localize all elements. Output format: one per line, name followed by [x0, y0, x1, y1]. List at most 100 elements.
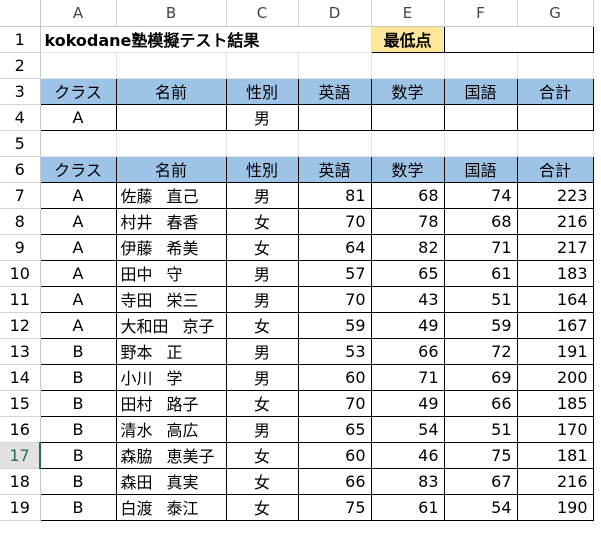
column-header-d[interactable]: D: [298, 0, 372, 27]
gender-cell[interactable]: 男: [225, 285, 299, 313]
name-cell[interactable]: 寺田 栄三: [115, 285, 227, 313]
row-header-13[interactable]: 13: [0, 338, 41, 365]
criteria-gender-cell[interactable]: 男: [225, 103, 299, 131]
name-cell[interactable]: 田中守: [115, 259, 227, 287]
criteria-header-name[interactable]: 名前: [115, 77, 227, 105]
select-all-corner[interactable]: [0, 0, 41, 27]
criteria-header-gender[interactable]: 性別: [225, 77, 299, 105]
column-header-g[interactable]: G: [517, 0, 594, 27]
criteria-header-total[interactable]: 合計: [516, 77, 594, 105]
criteria-total-cell[interactable]: [516, 103, 594, 131]
cell[interactable]: [298, 130, 372, 157]
japanese-cell[interactable]: 61: [443, 259, 518, 287]
math-cell[interactable]: 68: [370, 181, 445, 209]
japanese-cell[interactable]: 51: [443, 285, 518, 313]
math-cell[interactable]: 78: [370, 207, 445, 235]
total-cell[interactable]: 216: [516, 207, 594, 235]
cell[interactable]: [116, 130, 227, 157]
column-header-e[interactable]: E: [371, 0, 445, 27]
cell[interactable]: [371, 130, 445, 157]
total-cell[interactable]: 185: [516, 389, 594, 417]
header-math[interactable]: 数学: [370, 155, 445, 183]
total-cell[interactable]: 183: [516, 259, 594, 287]
row-header-15[interactable]: 15: [0, 390, 41, 417]
row-header-4[interactable]: 4: [0, 104, 41, 131]
criteria-name-cell[interactable]: [115, 103, 227, 131]
name-cell[interactable]: 清水 高広: [115, 415, 227, 443]
name-cell[interactable]: 森田 真実: [115, 467, 227, 495]
cell[interactable]: [226, 130, 299, 157]
japanese-cell[interactable]: 72: [443, 337, 518, 365]
english-cell[interactable]: 53: [297, 337, 372, 365]
class-cell[interactable]: B: [39, 389, 117, 417]
header-name[interactable]: 名前: [115, 155, 227, 183]
class-cell[interactable]: B: [39, 363, 117, 391]
gender-cell[interactable]: 女: [225, 467, 299, 495]
row-header-6[interactable]: 6: [0, 156, 41, 183]
row-header-10[interactable]: 10: [0, 260, 41, 287]
math-cell[interactable]: 61: [370, 493, 445, 521]
row-header-7[interactable]: 7: [0, 182, 41, 209]
row-header-12[interactable]: 12: [0, 312, 41, 339]
name-cell[interactable]: 小川学: [115, 363, 227, 391]
japanese-cell[interactable]: 71: [443, 233, 518, 261]
name-cell[interactable]: 伊藤 希美: [115, 233, 227, 261]
criteria-japanese-cell[interactable]: [443, 103, 518, 131]
row-header-18[interactable]: 18: [0, 468, 41, 495]
gender-cell[interactable]: 女: [225, 493, 299, 521]
row-header-16[interactable]: 16: [0, 416, 41, 443]
row-header-5[interactable]: 5: [0, 130, 41, 157]
row-header-9[interactable]: 9: [0, 234, 41, 261]
cell[interactable]: [116, 52, 227, 79]
header-total[interactable]: 合計: [516, 155, 594, 183]
total-cell[interactable]: 191: [516, 337, 594, 365]
criteria-class-cell[interactable]: A: [39, 103, 117, 131]
header-gender[interactable]: 性別: [225, 155, 299, 183]
criteria-header-class[interactable]: クラス: [39, 77, 117, 105]
english-cell[interactable]: 70: [297, 389, 372, 417]
cell[interactable]: [226, 52, 299, 79]
gender-cell[interactable]: 女: [225, 207, 299, 235]
english-cell[interactable]: 65: [297, 415, 372, 443]
cell[interactable]: [444, 52, 518, 79]
math-cell[interactable]: 43: [370, 285, 445, 313]
class-cell[interactable]: B: [39, 493, 117, 521]
header-class[interactable]: クラス: [39, 155, 117, 183]
math-cell[interactable]: 54: [370, 415, 445, 443]
class-cell[interactable]: A: [39, 181, 117, 209]
criteria-header-japanese[interactable]: 国語: [443, 77, 518, 105]
gender-cell[interactable]: 男: [225, 363, 299, 391]
name-cell[interactable]: 野本正: [115, 337, 227, 365]
class-cell[interactable]: B: [39, 441, 117, 469]
sheet-title-cell[interactable]: kokodane塾模擬テスト結果: [40, 26, 372, 53]
gender-cell[interactable]: 女: [225, 441, 299, 469]
header-english[interactable]: 英語: [297, 155, 372, 183]
japanese-cell[interactable]: 69: [443, 363, 518, 391]
column-header-c[interactable]: C: [226, 0, 299, 27]
japanese-cell[interactable]: 51: [443, 415, 518, 443]
column-header-f[interactable]: F: [444, 0, 518, 27]
cell[interactable]: [444, 130, 518, 157]
class-cell[interactable]: A: [39, 207, 117, 235]
math-cell[interactable]: 49: [370, 389, 445, 417]
criteria-header-english[interactable]: 英語: [297, 77, 372, 105]
japanese-cell[interactable]: 68: [443, 207, 518, 235]
english-cell[interactable]: 75: [297, 493, 372, 521]
english-cell[interactable]: 60: [297, 441, 372, 469]
english-cell[interactable]: 57: [297, 259, 372, 287]
total-cell[interactable]: 164: [516, 285, 594, 313]
math-cell[interactable]: 82: [370, 233, 445, 261]
total-cell[interactable]: 167: [516, 311, 594, 339]
class-cell[interactable]: B: [39, 337, 117, 365]
cell[interactable]: [298, 52, 372, 79]
math-cell[interactable]: 65: [370, 259, 445, 287]
row-header-3[interactable]: 3: [0, 78, 41, 105]
gender-cell[interactable]: 女: [225, 311, 299, 339]
name-cell[interactable]: 白渡 泰江: [115, 493, 227, 521]
gender-cell[interactable]: 男: [225, 181, 299, 209]
row-header-2[interactable]: 2: [0, 52, 41, 79]
cell[interactable]: [40, 52, 117, 79]
total-cell[interactable]: 200: [516, 363, 594, 391]
japanese-cell[interactable]: 75: [443, 441, 518, 469]
class-cell[interactable]: B: [39, 467, 117, 495]
